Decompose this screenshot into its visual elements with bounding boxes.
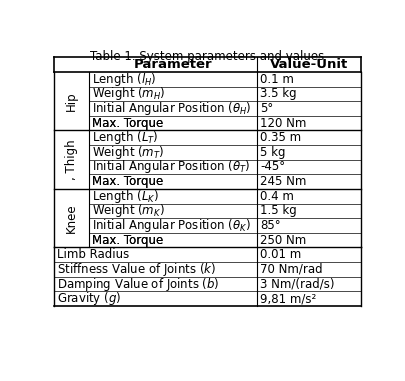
Text: 5 kg: 5 kg — [260, 146, 286, 159]
Text: Max. Torque: Max. Torque — [92, 175, 164, 188]
Text: Stiffness Value of Joints ($k$): Stiffness Value of Joints ($k$) — [57, 261, 216, 278]
Text: Damping Value of Joints ($b$): Damping Value of Joints ($b$) — [57, 275, 220, 293]
Text: 85°: 85° — [260, 219, 281, 232]
Text: Weight ($m_{T}$): Weight ($m_{T}$) — [92, 144, 164, 161]
Text: 3.5 kg: 3.5 kg — [260, 87, 296, 100]
Text: Knee: Knee — [65, 203, 78, 233]
Text: 0.4 m: 0.4 m — [260, 190, 294, 203]
Text: 0.01 m: 0.01 m — [260, 248, 301, 261]
Text: Max. Torque: Max. Torque — [92, 117, 164, 130]
Text: Initial Angular Position ($\theta_{H}$): Initial Angular Position ($\theta_{H}$) — [92, 100, 252, 117]
Text: 245 Nm: 245 Nm — [260, 175, 306, 188]
Text: Weight ($m_{H}$): Weight ($m_{H}$) — [92, 85, 166, 102]
Text: Gravity ($g$): Gravity ($g$) — [57, 290, 121, 307]
Text: Length ($l_{H}$): Length ($l_{H}$) — [92, 71, 157, 88]
Text: Hip: Hip — [65, 91, 78, 111]
Text: -45°: -45° — [260, 160, 285, 173]
Text: , Thigh: , Thigh — [65, 139, 78, 180]
Text: 1.5 kg: 1.5 kg — [260, 204, 296, 218]
Text: Length ($L_{T}$): Length ($L_{T}$) — [92, 129, 159, 146]
Text: Value-Unit: Value-Unit — [270, 58, 348, 71]
Text: Table 1. System parameters and values: Table 1. System parameters and values — [90, 50, 325, 63]
Text: Length ($L_{K}$): Length ($L_{K}$) — [92, 188, 159, 205]
Text: Max. Torque: Max. Torque — [92, 234, 164, 247]
Text: 0.1 m: 0.1 m — [260, 73, 294, 86]
Text: 120 Nm: 120 Nm — [260, 117, 306, 130]
Text: 5°: 5° — [260, 102, 273, 115]
Text: Max. Torque: Max. Torque — [92, 117, 164, 130]
Text: Max. Torque: Max. Torque — [92, 175, 164, 188]
Text: Initial Angular Position ($\theta_{T}$): Initial Angular Position ($\theta_{T}$) — [92, 158, 251, 176]
Text: 70 Nm/rad: 70 Nm/rad — [260, 263, 322, 276]
Text: 250 Nm: 250 Nm — [260, 234, 306, 247]
Text: Limb Radius: Limb Radius — [57, 248, 129, 261]
Text: Weight ($m_{K}$): Weight ($m_{K}$) — [92, 202, 165, 219]
Text: 3 Nm/(rad/s): 3 Nm/(rad/s) — [260, 277, 335, 291]
Text: Initial Angular Position ($\theta_{K}$): Initial Angular Position ($\theta_{K}$) — [92, 217, 251, 234]
Text: 0.35 m: 0.35 m — [260, 131, 301, 144]
Text: 9,81 m/s²: 9,81 m/s² — [260, 292, 316, 305]
Text: Max. Torque: Max. Torque — [92, 234, 164, 247]
Text: Parameter: Parameter — [134, 58, 212, 71]
